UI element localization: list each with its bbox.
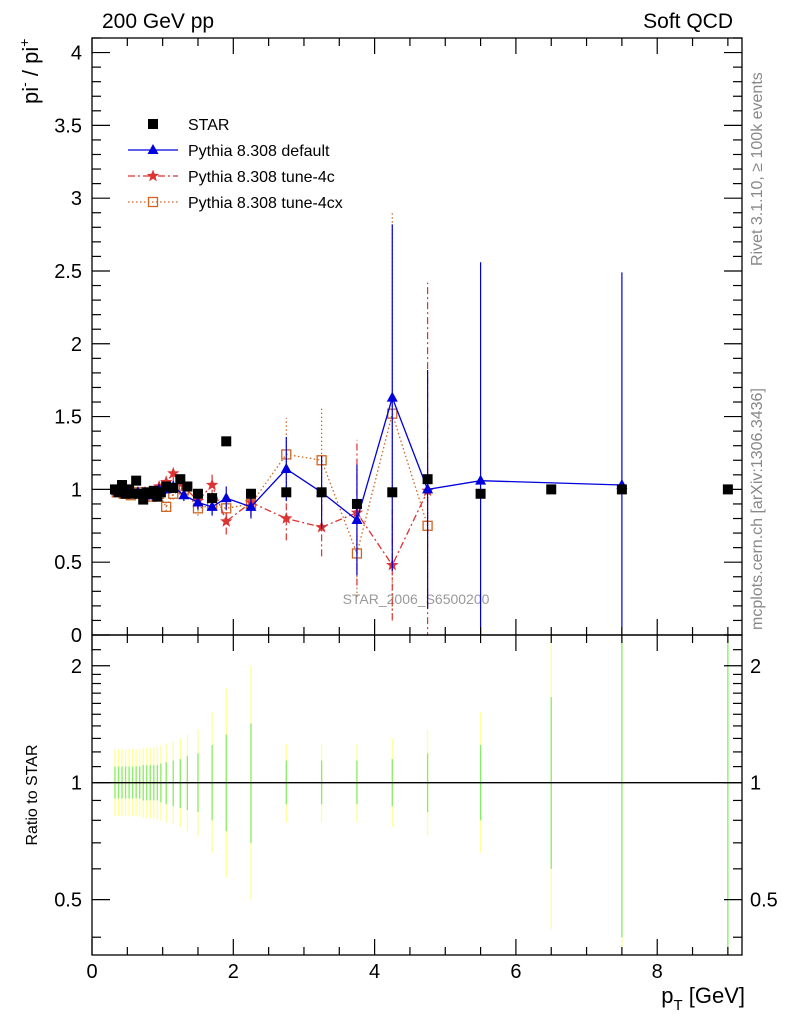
marker-star-data	[148, 485, 159, 496]
rivet-version-label: Rivet 3.1.10, ≥ 100k events	[749, 72, 766, 266]
marker-star-data	[546, 484, 557, 495]
y-tick-label-main: 2	[71, 334, 82, 356]
legend-marker-tune-4c	[146, 169, 160, 182]
axis-ticks	[91, 37, 742, 955]
marker-default	[206, 500, 218, 511]
marker-star-data	[245, 488, 256, 499]
y-tick-label-ratio-left: 1	[71, 773, 82, 795]
marker-star-data	[134, 488, 145, 499]
marker-default	[178, 489, 190, 500]
marker-default	[422, 483, 434, 494]
x-tick-label: 6	[510, 961, 521, 983]
marker-default	[475, 474, 487, 485]
header-right-label: Soft QCD	[643, 10, 733, 33]
y-tick-label-main: 1.5	[54, 407, 82, 429]
y-tick-label-main: 0	[71, 625, 82, 647]
y-tick-label-ratio-right: 2	[750, 656, 761, 678]
marker-star-data	[192, 488, 203, 499]
legend-marker-default	[147, 144, 159, 154]
marker-default	[220, 492, 232, 503]
y-tick-label-ratio-right: 1	[750, 773, 761, 795]
marker-tune-4c	[167, 466, 180, 479]
mcplots-label: mcplots.cern.ch [arXiv:1306.3436]	[749, 388, 766, 630]
legend-label: STAR	[188, 117, 229, 134]
marker-star-data	[168, 482, 179, 493]
y-tick-label-main: 2.5	[54, 261, 82, 283]
marker-star-data	[131, 475, 142, 486]
marker-star-data	[351, 498, 362, 509]
marker-default	[192, 496, 204, 507]
marker-star-data	[221, 436, 232, 447]
marker-star-data	[475, 488, 486, 499]
y-tick-label-main: 0.5	[54, 552, 82, 574]
main-series-group	[109, 212, 733, 635]
marker-default	[245, 500, 257, 511]
header-left-label: 200 GeV pp	[102, 10, 214, 33]
y-tick-label-ratio-left: 0.5	[54, 890, 82, 912]
marker-default	[280, 463, 292, 474]
marker-star-data	[316, 487, 327, 498]
y-tick-label-main: 3	[71, 188, 82, 210]
marker-star-data	[175, 474, 186, 485]
marker-tune-4c	[220, 514, 233, 527]
x-tick-label: 8	[652, 961, 663, 983]
analysis-watermark: STAR_2006_S6500200	[343, 591, 490, 607]
legend-marker-star	[148, 119, 158, 129]
legend-label: Pythia 8.308 tune-4c	[188, 169, 335, 186]
x-tick-label: 0	[86, 961, 97, 983]
y-axis-label-main: pi- / pi+	[16, 39, 43, 104]
marker-default	[386, 391, 398, 402]
legend: STAR Pythia 8.308 default Pythia 8.308 tun…	[128, 117, 343, 212]
marker-star-data	[117, 480, 128, 491]
marker-star-data	[207, 493, 218, 504]
marker-star-data	[422, 474, 433, 485]
legend-marker-tune-4cx	[147, 196, 159, 208]
marker-star-data	[127, 488, 138, 499]
y-tick-label-main: 4	[71, 43, 82, 65]
legend-label: Pythia 8.308 tune-4cx	[188, 195, 343, 212]
marker-star-data	[387, 487, 398, 498]
y-tick-label-ratio-right: 0.5	[750, 890, 778, 912]
x-axis-label: pT [GeV]	[661, 983, 745, 1014]
legend-label: Pythia 8.308 default	[188, 143, 330, 160]
y-tick-label-ratio-left: 2	[71, 656, 82, 678]
marker-star-data	[113, 487, 124, 498]
ratio-panel-frame	[91, 634, 743, 956]
x-tick-label: 2	[228, 961, 239, 983]
marker-tune-4c	[205, 478, 219, 491]
marker-star-data	[616, 484, 627, 495]
marker-default	[351, 513, 363, 524]
marker-tune-4c	[280, 512, 293, 524]
marker-star-data	[182, 481, 193, 492]
y-tick-label-main: 1	[71, 479, 82, 501]
y-tick-label-main: 3.5	[54, 115, 82, 137]
marker-star-data	[155, 487, 166, 498]
axis-tick-labels: 0 2 4 6 8 0 0.5 1 1.5 2 2.5 3 3.5 4 0.5 0.5 1 1 2 2	[54, 43, 778, 983]
marker-tune-4cx	[161, 501, 172, 513]
marker-star-data	[281, 487, 292, 498]
marker-star-data	[161, 481, 172, 492]
ratio-bands	[114, 635, 729, 955]
y-axis-label-ratio: Ratio to STAR	[24, 744, 41, 845]
marker-star-data	[138, 494, 149, 505]
x-tick-label: 4	[369, 961, 380, 983]
